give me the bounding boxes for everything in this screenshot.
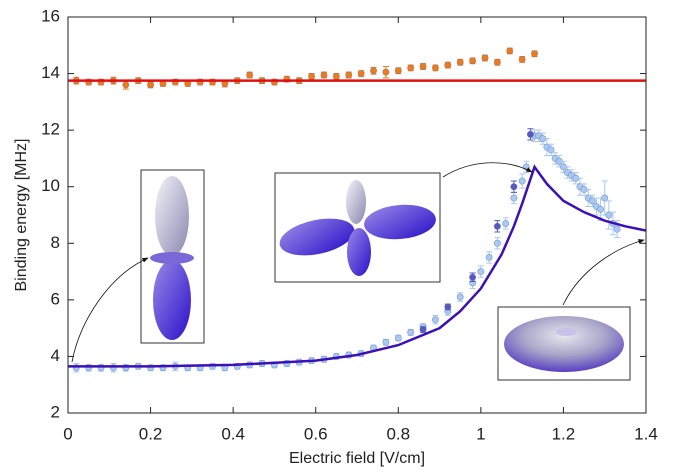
y-tick-label: 14 — [41, 63, 60, 82]
point — [345, 71, 353, 79]
point — [431, 64, 439, 72]
point — [357, 70, 365, 78]
x-axis-label: Electric field [V/cm] — [289, 450, 425, 467]
point — [469, 57, 477, 65]
plot-area — [68, 47, 647, 373]
point — [485, 253, 493, 261]
point — [122, 81, 130, 89]
x-tick-label: 1.2 — [552, 424, 576, 443]
point — [597, 205, 605, 213]
point — [308, 72, 316, 80]
inset-dumbbell — [140, 169, 205, 344]
y-tick-label: 16 — [41, 6, 60, 25]
inset-torus — [497, 306, 631, 381]
x-tick-label: 1 — [476, 424, 485, 443]
point — [407, 328, 415, 336]
point — [444, 303, 452, 311]
x-tick-label: 0.6 — [304, 424, 328, 443]
inset-cross — [274, 172, 441, 283]
x-tick-label: 1.4 — [634, 424, 658, 443]
x-tick-label: 0.2 — [139, 424, 163, 443]
point — [502, 219, 510, 227]
point — [147, 81, 155, 89]
point — [477, 268, 485, 276]
point — [382, 68, 390, 76]
y-tick-label: 4 — [51, 346, 60, 365]
curve — [68, 164, 647, 368]
point — [526, 130, 534, 138]
y-tick-label: 8 — [51, 233, 60, 252]
point — [506, 47, 514, 55]
point — [431, 316, 439, 324]
point — [419, 62, 427, 70]
point — [481, 54, 489, 62]
point — [518, 55, 526, 63]
point — [246, 71, 254, 79]
point — [547, 146, 555, 154]
point — [605, 211, 613, 219]
arrows — [71, 162, 645, 363]
axes-frame — [67, 16, 647, 414]
y-tick-label: 6 — [51, 289, 60, 308]
point — [332, 72, 340, 80]
point — [493, 58, 501, 66]
point — [518, 177, 526, 185]
point — [531, 50, 539, 58]
point — [456, 58, 464, 66]
point — [320, 71, 328, 79]
point — [510, 183, 518, 191]
point — [419, 326, 427, 334]
y-tick-label: 10 — [41, 176, 60, 195]
x-tick-label: 0.4 — [221, 424, 245, 443]
point — [510, 194, 518, 202]
point — [469, 273, 477, 281]
point — [444, 61, 452, 69]
point — [613, 225, 621, 233]
y-tick-label: 2 — [51, 402, 60, 421]
point — [456, 293, 464, 301]
point — [382, 338, 390, 346]
point — [370, 67, 378, 75]
point — [493, 239, 501, 247]
point — [394, 67, 402, 75]
y-tick-label: 12 — [41, 120, 60, 139]
point — [493, 222, 501, 230]
point — [588, 197, 596, 205]
x-tick-label: 0.8 — [386, 424, 410, 443]
point — [407, 64, 415, 72]
point — [601, 194, 609, 202]
x-tick-label: 0 — [63, 424, 72, 443]
y-axis-label: Binding energy [MHz] — [13, 139, 30, 292]
point — [394, 334, 402, 342]
